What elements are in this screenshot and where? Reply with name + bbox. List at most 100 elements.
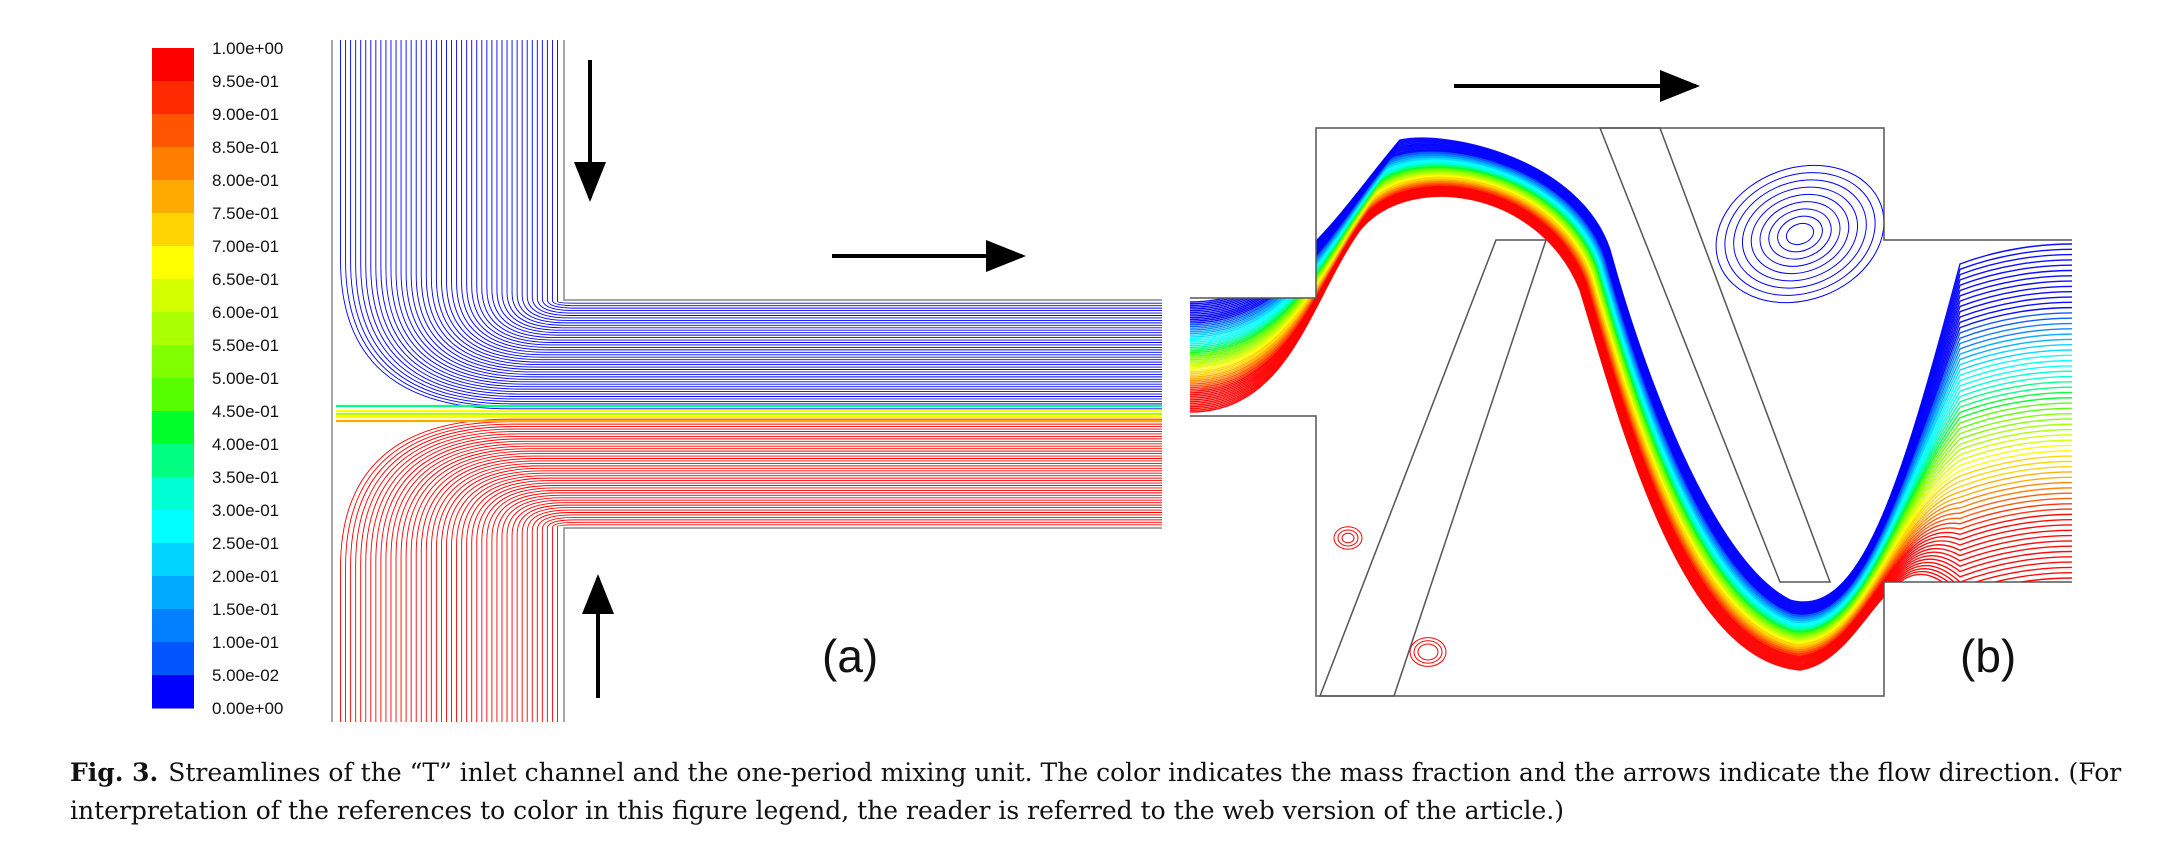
- colorbar-swatch: [152, 147, 194, 181]
- colorbar-swatch: [152, 48, 194, 82]
- colorbar-swatch: [152, 246, 194, 280]
- streamline: [400, 448, 1162, 722]
- panel-a-t-inlet: (a): [331, 40, 1162, 722]
- streamline: [531, 40, 1162, 316]
- streamline: [390, 40, 1162, 385]
- streamline: [456, 40, 1162, 353]
- streamline: [415, 455, 1162, 722]
- colorbar-swatch: [152, 675, 194, 709]
- streamline: [385, 40, 1162, 388]
- panel-b-label: (b): [1960, 630, 2016, 682]
- vortex-streamline: [1341, 532, 1355, 544]
- colorbar-tick-label: 1.50e-01: [212, 600, 279, 619]
- streamline: [355, 40, 1162, 402]
- streamline: [340, 40, 1162, 410]
- streamline: [471, 40, 1162, 346]
- colorbar-swatch: [152, 114, 194, 148]
- streamline: [536, 40, 1162, 314]
- figure-number: Fig. 3.: [70, 758, 159, 787]
- streamline: [551, 40, 1162, 307]
- streamline: [370, 40, 1162, 395]
- figure: 1.00e+00 9.50e-01 9.00e-01 8.50e-01 8.00e-01…: [152, 39, 2072, 722]
- streamline: [526, 509, 1162, 722]
- colorbar-tick-label: 1.00e+00: [212, 39, 283, 58]
- colorbar-swatch: [152, 510, 194, 544]
- streamline: [461, 40, 1162, 351]
- streamline: [415, 40, 1162, 373]
- streamline: [496, 494, 1162, 722]
- streamline: [435, 465, 1162, 722]
- figure-caption: Fig. 3. Streamlines of the “T” inlet chan…: [70, 754, 2160, 830]
- streamline: [466, 480, 1162, 722]
- colorbar-tick-label: 4.50e-01: [212, 402, 279, 421]
- vortex-streamline: [1417, 643, 1439, 661]
- streamline: [476, 40, 1162, 343]
- streamline: [516, 504, 1162, 722]
- colorbar-tick-label: 5.00e-01: [212, 369, 279, 388]
- streamline: [405, 40, 1162, 378]
- streamline: [380, 438, 1162, 722]
- colorbar-swatch: [152, 81, 194, 115]
- streamline: [440, 40, 1162, 361]
- streamline: [466, 40, 1162, 348]
- colorbar-swatch: [152, 312, 194, 346]
- panel-b-streamlines: [1190, 137, 2072, 671]
- vortex-streamline: [1759, 201, 1841, 267]
- vortex-streamline: [1750, 193, 1850, 275]
- colorbar-tick-label: 6.50e-01: [212, 270, 279, 289]
- vortex-streamline: [1785, 222, 1815, 246]
- streamline: [350, 423, 1162, 722]
- streamline: [541, 40, 1162, 312]
- colorbar-tick-label: 2.50e-01: [212, 534, 279, 553]
- vortex-streamline: [1715, 164, 1885, 304]
- colorbar-tick-label: 8.50e-01: [212, 138, 279, 157]
- streamline: [531, 512, 1162, 722]
- streamline: [456, 475, 1162, 722]
- colorbar-tick-label: 4.00e-01: [212, 435, 279, 454]
- streamline: [521, 507, 1162, 722]
- streamline: [506, 40, 1162, 329]
- streamline: [491, 40, 1162, 336]
- vortex-streamline: [1333, 526, 1363, 550]
- streamline: [365, 431, 1162, 722]
- colorbar-swatch: [152, 576, 194, 610]
- colorbar-tick-label: 1.00e-01: [212, 633, 279, 652]
- colorbar-tick-label: 0.00e+00: [212, 699, 283, 718]
- streamline: [496, 40, 1162, 334]
- streamline: [370, 433, 1162, 722]
- streamline: [516, 40, 1162, 324]
- colorbar-swatch: [152, 444, 194, 478]
- streamline: [557, 40, 1162, 304]
- panel-b-mixing-unit: (b): [1190, 70, 2072, 697]
- streamline: [501, 40, 1162, 331]
- vortex-streamline: [1733, 179, 1867, 289]
- streamline: [536, 514, 1162, 722]
- colorbar-tick-label: 9.00e-01: [212, 105, 279, 124]
- streamline: [425, 40, 1162, 368]
- streamline: [425, 460, 1162, 722]
- streamline: [395, 40, 1162, 383]
- panel-a-label: (a): [822, 630, 878, 682]
- streamline: [435, 40, 1162, 363]
- streamline: [360, 428, 1162, 722]
- panel-a-channel-wall: [331, 40, 1162, 722]
- panel-b-outline: [1190, 127, 2072, 697]
- caption-text: Streamlines of the “T” inlet channel and…: [70, 758, 2122, 825]
- colorbar-tick-label: 9.50e-01: [212, 72, 279, 91]
- streamline: [486, 489, 1162, 722]
- colorbar-swatch: [152, 378, 194, 412]
- streamline: [410, 40, 1162, 375]
- streamline: [430, 40, 1162, 366]
- streamline: [511, 40, 1162, 326]
- vortex-streamline: [1413, 640, 1443, 664]
- colorbar-swatch: [152, 279, 194, 313]
- colorbar-swatch: [152, 345, 194, 379]
- colorbar-swatch: [152, 477, 194, 511]
- vortex-streamline: [1409, 637, 1447, 667]
- streamline: [546, 519, 1162, 722]
- streamline: [350, 40, 1162, 405]
- colorbar-tick-label: 8.00e-01: [212, 171, 279, 190]
- colorbar-swatch: [152, 180, 194, 214]
- streamline: [355, 426, 1162, 722]
- streamline: [451, 40, 1162, 356]
